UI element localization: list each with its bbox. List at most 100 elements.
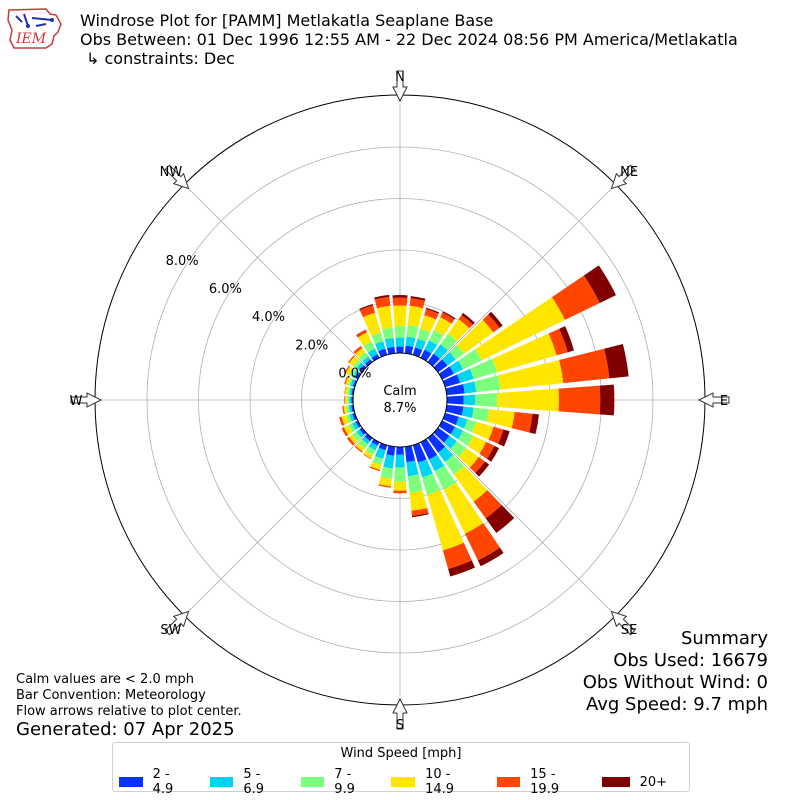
- direction-label: E: [720, 394, 728, 409]
- legend-label: 2 - 4.9: [152, 767, 174, 797]
- legend-label: 10 - 14.9: [425, 767, 455, 797]
- bar-segment: [349, 413, 355, 422]
- legend-swatch: [209, 777, 234, 787]
- bar-segment: [461, 312, 475, 325]
- bar-segment: [599, 384, 615, 416]
- bar-segment: [355, 420, 362, 428]
- bar-segment: [374, 294, 390, 300]
- bar-segment: [442, 311, 456, 320]
- bar-segment: [461, 406, 474, 419]
- legend: Wind Speed [mph] 2 - 4.9 5 - 6.9 7 - 9.9 10…: [112, 742, 690, 797]
- bar-segment: [492, 333, 557, 373]
- bar-segment: [498, 360, 564, 390]
- bar-segment: [438, 366, 454, 380]
- bar-segment: [355, 372, 362, 380]
- bar-segment: [420, 315, 437, 333]
- direction-label: S: [396, 718, 404, 733]
- flow-arrow: [697, 392, 730, 408]
- bar-segment: [369, 466, 381, 472]
- bar-segment: [485, 504, 515, 533]
- flow-arrows: [70, 70, 730, 730]
- legend-label: 20+: [639, 774, 667, 790]
- generated-date: Generated: 07 Apr 2025: [16, 719, 235, 740]
- bar-segment: [479, 441, 495, 459]
- bar-segment: [393, 481, 407, 491]
- grid-spoke: [184, 432, 368, 616]
- bar-segment: [342, 405, 345, 415]
- bar-segment: [455, 416, 468, 429]
- bar-segment: [368, 442, 378, 451]
- calm-label: Calm: [383, 384, 416, 399]
- legend-swatch: [601, 777, 630, 787]
- bar-segment: [404, 345, 414, 355]
- bar-segment: [355, 347, 366, 358]
- direction-label: NW: [160, 165, 183, 180]
- bar-segment: [447, 319, 470, 342]
- bar-segment: [396, 346, 404, 354]
- bar-segment: [386, 445, 396, 456]
- bar-segment: [364, 433, 373, 442]
- bar-segment: [488, 426, 504, 444]
- bar-segment: [464, 523, 500, 561]
- legend-label: 5 - 6.9: [243, 767, 265, 797]
- logo-text: IEM: [15, 31, 47, 47]
- bar-segment: [352, 431, 362, 442]
- bar-segment: [467, 435, 487, 454]
- flow-arrow: [392, 697, 408, 730]
- bar-segment: [392, 295, 408, 298]
- bar-segment: [406, 460, 419, 477]
- bar-segment: [378, 476, 392, 487]
- bar-segment: [475, 461, 490, 477]
- flow-arrow: [392, 70, 408, 103]
- bar-segment: [346, 414, 352, 423]
- bar-segment: [363, 453, 372, 460]
- legend-items: 2 - 4.9 5 - 6.9 7 - 9.9 10 - 14.9 15 - 19.9 2…: [119, 767, 689, 797]
- bar-segment: [343, 405, 348, 414]
- legend-swatch: [119, 777, 143, 787]
- legend-item: 2 - 4.9: [119, 767, 188, 797]
- bar-segment: [347, 355, 355, 364]
- bar-segment: [498, 429, 510, 447]
- bar-segment: [405, 336, 416, 347]
- bar-segment: [469, 358, 498, 380]
- bar-segment: [341, 415, 350, 425]
- bar-segment: [426, 489, 464, 551]
- calm-percent: 8.7%: [383, 401, 416, 416]
- bar-segment: [362, 312, 381, 336]
- bar-segment: [376, 305, 393, 330]
- bar-segment: [410, 296, 426, 301]
- bar-segment: [458, 314, 474, 329]
- bar-segment: [425, 307, 440, 314]
- bar-segment: [356, 362, 365, 371]
- bar-segment: [464, 419, 477, 433]
- bar-segment: [433, 427, 450, 443]
- legend-swatch: [496, 777, 521, 787]
- bar-segment: [378, 484, 392, 488]
- bar-segment: [344, 386, 349, 395]
- bar-segment: [559, 326, 574, 353]
- bar-segment: [353, 359, 362, 369]
- flow-arrow: [70, 392, 103, 408]
- bar-segment: [347, 387, 351, 395]
- bar-segment: [365, 359, 373, 367]
- bar-segment: [392, 297, 408, 306]
- bar-segment: [412, 442, 427, 463]
- bar-segment: [393, 305, 407, 327]
- bar-segment: [386, 346, 396, 355]
- bar-segment: [384, 337, 395, 349]
- bar-segment: [343, 425, 353, 436]
- bar-segment: [352, 379, 358, 388]
- bar-segment: [396, 446, 404, 455]
- bar-segment: [350, 378, 356, 387]
- bar-segment: [382, 327, 394, 340]
- bar-segment: [409, 298, 425, 309]
- bar-segment: [443, 482, 484, 534]
- flow-arrow: [610, 610, 636, 636]
- bar-segment: [475, 297, 566, 361]
- grid-spoke: [184, 184, 368, 368]
- bar-segment: [440, 333, 457, 351]
- bar-segment: [477, 547, 504, 567]
- grid-spoke: [432, 432, 616, 616]
- bar-segment: [558, 385, 601, 415]
- bar-segment: [348, 434, 358, 444]
